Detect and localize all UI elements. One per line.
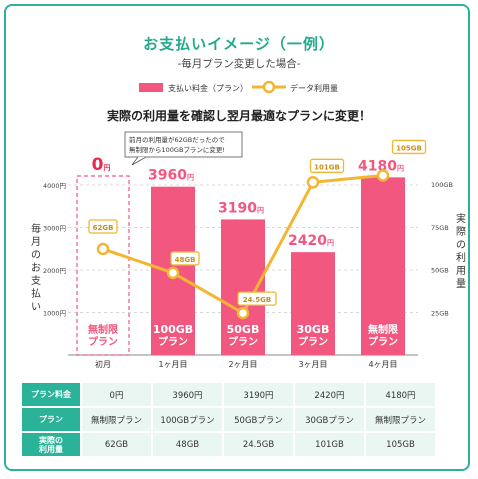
usage-label-box xyxy=(391,139,427,155)
table-cell: 3190円 xyxy=(224,383,293,406)
y2-axis-label-char: 用 xyxy=(456,266,466,277)
table-row: 実際の 利用量 62GB 48GB 24.5GB 101GB 105GB xyxy=(22,433,435,456)
legend-line-label: データ利用量 xyxy=(290,84,338,93)
y2-tick-label: 25GB xyxy=(431,309,449,317)
usage-label: 48GB xyxy=(175,256,196,264)
note-line: 前月の利用量が62GBだったので xyxy=(129,135,225,144)
x-tick-label: 4ヶ月目 xyxy=(368,360,397,369)
table-cell: 50GBプラン xyxy=(224,408,293,431)
usage-point xyxy=(376,169,390,182)
y-axis-label-char: 月 xyxy=(31,236,41,248)
chart-subtitle: -毎月プラン変更した場合- xyxy=(177,58,301,70)
legend: 支払い料金（プラン） データ利用量 xyxy=(0,79,478,97)
y-axis-label-char: お xyxy=(31,262,41,274)
y-tick-label: 4000円 xyxy=(43,182,66,190)
table-cell: 24.5GB xyxy=(224,433,293,456)
usage-point xyxy=(96,242,110,256)
usage-point xyxy=(236,306,250,320)
usage-point xyxy=(306,176,320,189)
y2-axis-label-char: 際 xyxy=(456,226,466,238)
chart-title: お支払いイメージ（一例） xyxy=(143,35,335,53)
y2-tick-label: 50GB xyxy=(431,267,449,275)
bar-value-label: 3960円 xyxy=(148,168,194,184)
table-row: プラン料金 0円 3960円 3190円 2420円 4180円 xyxy=(22,383,435,406)
plan-label-suffix: プラン xyxy=(228,335,258,348)
table-cell: 101GB xyxy=(295,433,364,456)
y-axis-label-char: 毎 xyxy=(31,222,41,235)
bar-value-label: 4180円 xyxy=(358,158,404,174)
usage-label-box xyxy=(88,219,118,234)
table-row-header: 実際の 利用量 xyxy=(22,433,80,456)
plan-label-name: 30GB xyxy=(297,323,330,336)
table-cell: 30GBプラン xyxy=(295,408,364,431)
y2-tick-label: 75GB xyxy=(431,224,449,232)
table-cell: 4180円 xyxy=(366,383,435,406)
table-cell: 無制限プラン xyxy=(366,408,435,431)
note-line: 無制限から100GBプランに変更! xyxy=(129,145,225,154)
table-row-header: プラン xyxy=(22,408,80,431)
y2-tick-label: 100GB xyxy=(431,181,453,189)
x-tick-label: 3ヶ月目 xyxy=(298,360,327,369)
bar-placeholder xyxy=(76,175,130,356)
table-cell: 105GB xyxy=(366,433,435,456)
y-tick-label: 3000円 xyxy=(43,225,66,233)
table-cell: 62GB xyxy=(82,433,151,456)
plan-label-name: 50GB xyxy=(227,323,260,336)
plan-label-name: 無制限 xyxy=(88,323,119,336)
usage-label-box xyxy=(237,291,277,306)
bar-value-label: 0円 xyxy=(92,155,111,175)
bar-value-label: 3190円 xyxy=(218,200,264,216)
y-tick-label: 1000円 xyxy=(43,310,66,318)
chart-area: 1000円2000円3000円4000円25GB50GB75GB100GB毎月の… xyxy=(31,131,466,369)
table-cell: 3960円 xyxy=(153,383,222,406)
bar-value-label: 2420円 xyxy=(288,233,334,249)
y-axis-label-char: 払 xyxy=(31,287,41,300)
usage-point xyxy=(166,266,180,280)
table-row: プラン 無制限プラン 100GBプラン 50GBプラン 30GBプラン 無制限プラン xyxy=(22,408,435,431)
plan-label-suffix: プラン xyxy=(368,335,398,348)
usage-label: 105GB xyxy=(396,144,422,152)
y2-axis-label-char: の xyxy=(456,240,466,251)
usage-label-box xyxy=(170,251,200,266)
x-tick-label: 1ヶ月目 xyxy=(158,360,187,369)
usage-label: 24.5GB xyxy=(243,296,271,304)
plan-label-suffix: プラン xyxy=(88,335,118,348)
table-row-header: プラン料金 xyxy=(22,383,80,406)
bar xyxy=(361,177,405,355)
table-cell: 無制限プラン xyxy=(82,408,151,431)
note-pointer xyxy=(131,156,147,166)
x-tick-label: 2ヶ月目 xyxy=(228,360,257,369)
plan-label-name: 100GB xyxy=(153,323,193,336)
table-cell: 48GB xyxy=(153,433,222,456)
plan-label-suffix: プラン xyxy=(298,335,328,348)
usage-label-box xyxy=(309,158,345,173)
bar xyxy=(291,252,335,355)
summary-table: プラン料金 0円 3960円 3190円 2420円 4180円 プラン 無制限プラン 100G… xyxy=(20,381,437,458)
legend-line-swatch xyxy=(252,80,286,94)
y2-axis-label-char: 実 xyxy=(456,212,466,225)
usage-label: 101GB xyxy=(314,163,340,171)
y-axis-label-char: の xyxy=(31,250,41,261)
plan-label-suffix: プラン xyxy=(158,335,188,348)
table-cell: 0円 xyxy=(82,383,151,406)
legend-bar-swatch xyxy=(139,83,163,92)
note-box xyxy=(124,131,243,158)
y2-axis-label-char: 利 xyxy=(456,252,466,264)
y-axis-label-char: 支 xyxy=(31,275,41,287)
x-tick-label: 初月 xyxy=(95,359,111,369)
y2-axis-label-char: 量 xyxy=(456,278,466,290)
legend-bar-label: 支払い料金（プラン） xyxy=(168,84,248,93)
plan-label-name: 無制限 xyxy=(368,323,399,336)
y-axis-label-char: い xyxy=(31,302,41,313)
table-cell: 2420円 xyxy=(295,383,364,406)
headline: 実際の利用量を確認し翌月最適なプランに変更！ xyxy=(106,109,371,123)
usage-label: 62GB xyxy=(93,224,114,232)
y-tick-label: 2000円 xyxy=(43,267,66,275)
table-cell: 100GBプラン xyxy=(153,408,222,431)
